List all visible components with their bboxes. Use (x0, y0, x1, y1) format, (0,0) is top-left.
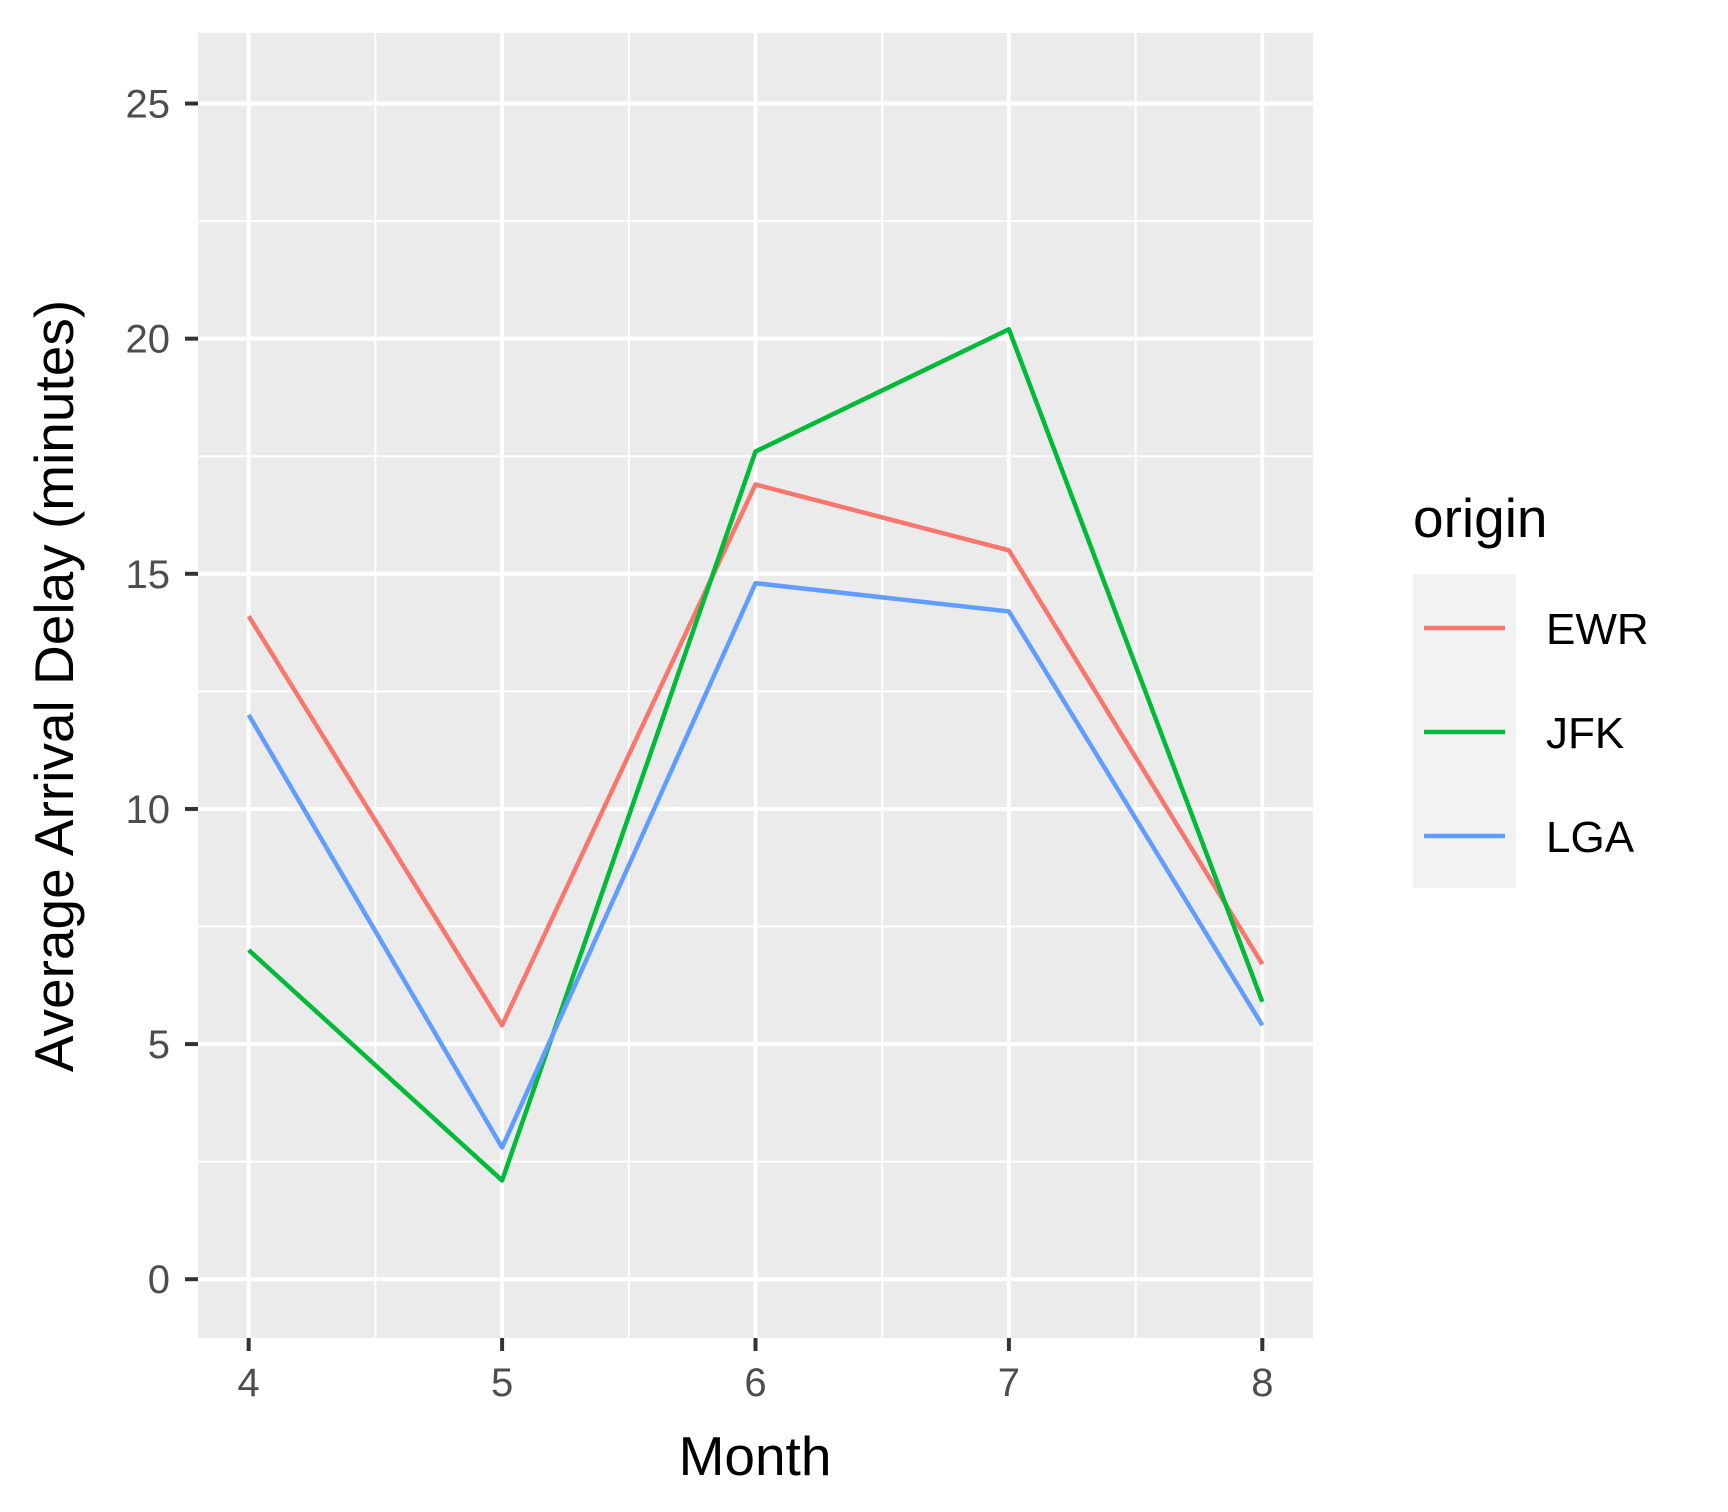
x-tick-label: 7 (998, 1361, 1020, 1405)
y-axis-title: Average Arrival Delay (minutes) (23, 300, 85, 1072)
legend-label-lga: LGA (1546, 813, 1635, 862)
series-line-ewr (246, 482, 1265, 1028)
x-tick-label: 6 (744, 1361, 766, 1405)
legend-title: origin (1413, 487, 1548, 549)
y-tick-label: 20 (126, 318, 171, 362)
legend-item-ewr: EWR (1424, 605, 1649, 654)
series-lines (246, 327, 1265, 1183)
legend-item-lga: LGA (1424, 813, 1635, 862)
legend-label-ewr: EWR (1546, 605, 1649, 654)
x-axis: 4 5 6 7 8 (238, 1338, 1273, 1405)
legend-item-jfk: JFK (1424, 709, 1624, 758)
legend-items: EWR JFK LGA (1424, 605, 1649, 862)
x-axis-title: Month (679, 1425, 832, 1487)
x-tick-label: 5 (491, 1361, 513, 1405)
y-axis: 0 5 10 15 20 25 (126, 83, 198, 1302)
major-gridlines (198, 33, 1313, 1338)
y-tick-label: 10 (126, 788, 171, 832)
series-line-lga (246, 580, 1265, 1150)
x-tick-label: 8 (1251, 1361, 1273, 1405)
y-tick-label: 5 (148, 1023, 170, 1067)
y-tick-label: 0 (148, 1258, 170, 1302)
legend-label-jfk: JFK (1546, 709, 1624, 758)
legend: origin EWR JFK LGA (1413, 487, 1649, 888)
series-line-jfk (247, 327, 1265, 1183)
x-tick-label: 4 (238, 1361, 260, 1405)
y-tick-label: 25 (126, 83, 171, 127)
y-tick-label: 15 (126, 553, 171, 597)
